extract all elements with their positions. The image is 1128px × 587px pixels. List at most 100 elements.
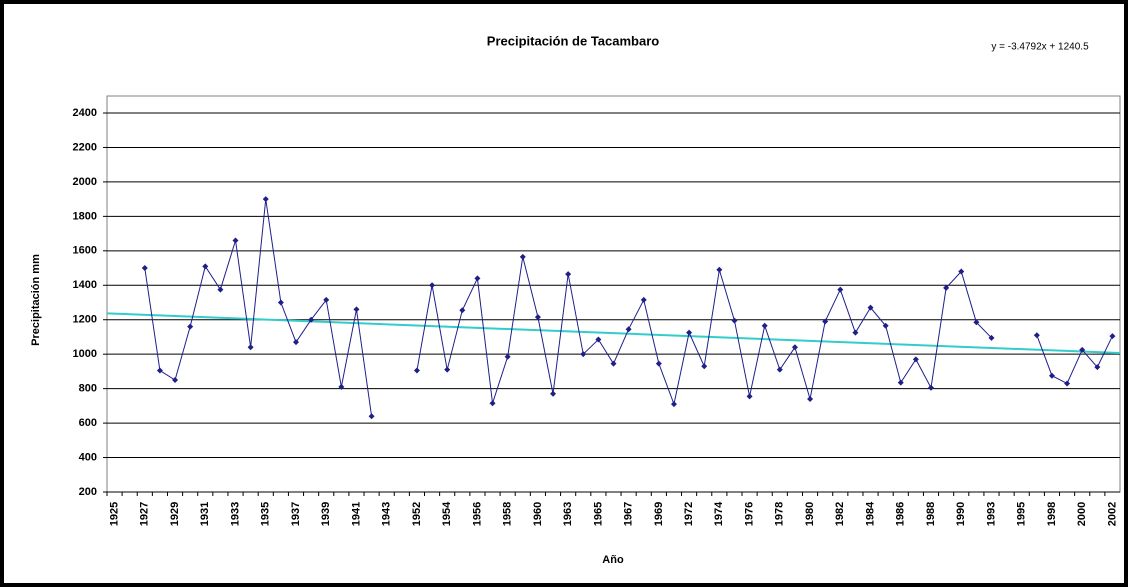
x-tick-label: 1939 bbox=[320, 502, 332, 526]
point-marker bbox=[187, 323, 194, 330]
x-tick-label: 1925 bbox=[108, 502, 120, 526]
point-marker bbox=[701, 363, 708, 370]
x-axis-label: Año bbox=[602, 554, 624, 566]
point-marker bbox=[247, 344, 254, 351]
trend-equation: y = -3.4792x + 1240.5 bbox=[991, 42, 1089, 53]
x-tick-label: 1972 bbox=[683, 502, 695, 526]
point-marker bbox=[746, 393, 753, 400]
point-marker bbox=[141, 265, 148, 272]
point-marker bbox=[610, 360, 617, 367]
point-marker bbox=[504, 353, 511, 360]
x-tick-label: 1933 bbox=[229, 502, 241, 526]
x-tick-label: 1965 bbox=[592, 502, 604, 526]
point-marker bbox=[897, 379, 904, 386]
x-tick-label: 1969 bbox=[653, 502, 665, 526]
point-marker bbox=[534, 314, 541, 321]
y-tick-label: 600 bbox=[79, 417, 97, 429]
point-marker bbox=[807, 395, 814, 402]
y-tick-label: 2000 bbox=[73, 176, 97, 188]
point-marker bbox=[882, 322, 889, 329]
y-tick-label: 1400 bbox=[73, 279, 97, 291]
x-tick-label: 1929 bbox=[169, 502, 181, 526]
y-tick-label: 2200 bbox=[73, 141, 97, 153]
y-tick-label: 2400 bbox=[73, 107, 97, 119]
point-marker bbox=[973, 319, 980, 326]
x-tick-label: 1974 bbox=[713, 501, 725, 526]
point-marker bbox=[429, 282, 436, 289]
point-marker bbox=[580, 351, 587, 358]
x-tick-label: 1982 bbox=[834, 502, 846, 526]
x-tick-label: 1988 bbox=[925, 502, 937, 526]
point-marker bbox=[716, 266, 723, 273]
trend-line bbox=[106, 312, 1121, 354]
x-tick-label: 1958 bbox=[502, 502, 514, 526]
point-marker bbox=[655, 360, 662, 367]
point-marker bbox=[474, 275, 481, 282]
x-tick-label: 1963 bbox=[562, 502, 574, 526]
x-tick-label: 1995 bbox=[1016, 502, 1028, 526]
point-marker bbox=[912, 356, 919, 363]
x-tick-label: 1960 bbox=[532, 502, 544, 526]
point-marker bbox=[156, 367, 163, 374]
point-marker bbox=[761, 322, 768, 329]
point-marker bbox=[519, 253, 526, 260]
point-marker bbox=[217, 286, 224, 293]
point-marker bbox=[368, 413, 375, 420]
point-marker bbox=[308, 316, 315, 323]
point-marker bbox=[323, 296, 330, 303]
point-marker bbox=[595, 336, 602, 343]
x-tick-label: 1986 bbox=[895, 502, 907, 526]
x-tick-label: 1943 bbox=[381, 502, 393, 526]
point-marker bbox=[277, 299, 284, 306]
point-marker bbox=[262, 196, 269, 203]
point-marker bbox=[625, 326, 632, 333]
plot-area bbox=[106, 95, 1121, 493]
y-tick-label: 1600 bbox=[73, 245, 97, 257]
point-marker bbox=[686, 329, 693, 336]
point-marker bbox=[928, 384, 935, 391]
y-axis-label: Precipitación mm bbox=[30, 254, 42, 346]
x-tick-label: 1967 bbox=[623, 502, 635, 526]
point-marker bbox=[822, 318, 829, 325]
x-tick-label: 1952 bbox=[411, 502, 423, 526]
y-tick-label: 200 bbox=[79, 486, 97, 498]
x-tick-label: 1956 bbox=[471, 502, 483, 526]
point-marker bbox=[338, 383, 345, 390]
point-marker bbox=[958, 268, 965, 275]
point-marker bbox=[867, 304, 874, 311]
x-tick-label: 2000 bbox=[1076, 502, 1088, 526]
x-tick-label: 1954 bbox=[441, 501, 453, 526]
point-marker bbox=[837, 286, 844, 293]
point-marker bbox=[444, 366, 451, 373]
point-marker bbox=[670, 401, 677, 408]
x-tick-label: 1990 bbox=[955, 502, 967, 526]
point-marker bbox=[459, 307, 466, 314]
point-marker bbox=[1048, 372, 1055, 379]
point-marker bbox=[489, 400, 496, 407]
point-marker bbox=[172, 377, 179, 384]
point-marker bbox=[1094, 364, 1101, 371]
y-tick-label: 1200 bbox=[73, 314, 97, 326]
x-tick-label: 1980 bbox=[804, 502, 816, 526]
point-marker bbox=[852, 329, 859, 336]
point-marker bbox=[988, 334, 995, 341]
point-marker bbox=[1033, 332, 1040, 339]
x-tick-label: 1931 bbox=[199, 502, 211, 526]
point-marker bbox=[791, 344, 798, 351]
point-marker bbox=[943, 284, 950, 291]
y-tick-label: 400 bbox=[79, 451, 97, 463]
point-marker bbox=[232, 237, 239, 244]
x-tick-label: 1984 bbox=[864, 501, 876, 526]
x-tick-label: 1935 bbox=[260, 502, 272, 526]
x-tick-label: 1978 bbox=[774, 502, 786, 526]
x-tick-label: 2002 bbox=[1106, 502, 1118, 526]
x-tick-label: 1941 bbox=[350, 502, 362, 526]
point-marker bbox=[550, 390, 557, 397]
y-tick-label: 800 bbox=[79, 383, 97, 395]
x-tick-label: 1993 bbox=[985, 502, 997, 526]
point-marker bbox=[353, 306, 360, 313]
point-marker bbox=[413, 367, 420, 374]
y-tick-label: 1000 bbox=[73, 348, 97, 360]
y-tick-label: 1800 bbox=[73, 210, 97, 222]
